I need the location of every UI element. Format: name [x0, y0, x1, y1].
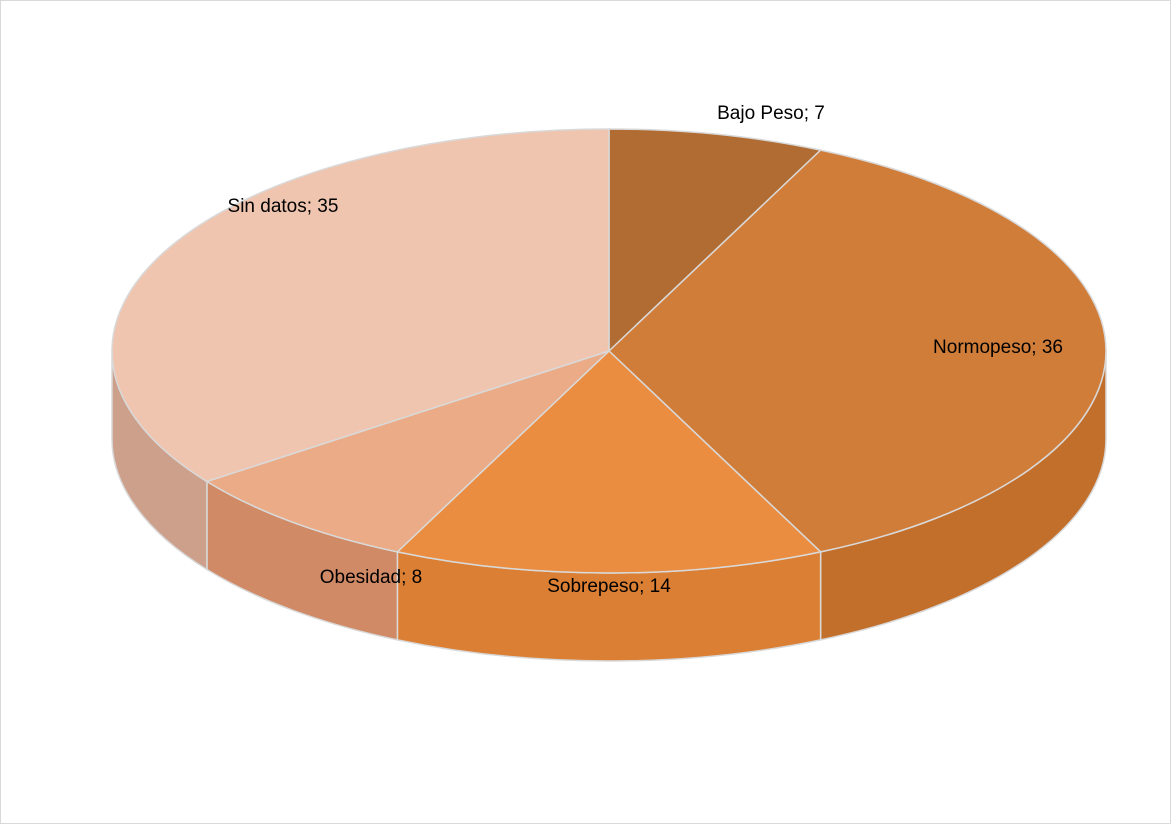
data-label-normopeso: Normopeso; 36: [933, 337, 1063, 358]
pie-slice-sin-datos: [111, 128, 610, 483]
data-label-sobrepeso: Sobrepeso; 14: [547, 576, 671, 597]
pie-slice-normopeso: [607, 149, 1107, 553]
pie-slice-sobrepeso: [395, 349, 823, 574]
data-label-sin-datos: Sin datos; 35: [228, 196, 339, 217]
data-label-bajo-peso: Bajo Peso; 7: [717, 103, 825, 124]
pie-slice-bajo-peso: [608, 128, 823, 353]
pie-slice-obesidad: [205, 350, 610, 553]
pie-labels: Bajo Peso; 7 Normopeso; 36 Sobrepeso; 14 Ob…: [228, 103, 1063, 597]
pie-slices: [111, 128, 1107, 574]
data-label-obesidad: Obesidad; 8: [320, 567, 422, 588]
